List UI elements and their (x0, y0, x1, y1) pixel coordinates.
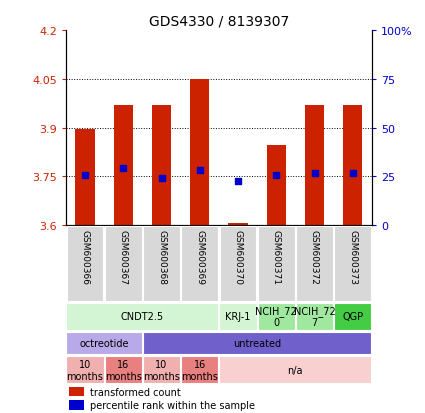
Bar (69, 400, 84, 410)
FancyBboxPatch shape (220, 226, 256, 301)
Bar (152, 106, 171, 225)
Text: NCIH_72
0: NCIH_72 0 (255, 305, 297, 328)
FancyBboxPatch shape (296, 226, 333, 301)
Text: octreotide: octreotide (79, 338, 129, 348)
Text: 10
months: 10 months (67, 359, 103, 381)
Bar (113, 106, 133, 225)
Text: percentile rank within the sample: percentile rank within the sample (91, 400, 255, 410)
FancyBboxPatch shape (105, 226, 142, 301)
FancyBboxPatch shape (66, 332, 142, 354)
Text: transformed count: transformed count (91, 387, 181, 397)
FancyBboxPatch shape (219, 356, 371, 383)
Bar (190, 80, 209, 225)
Bar (343, 106, 362, 225)
Text: 10
months: 10 months (143, 359, 180, 381)
FancyBboxPatch shape (181, 226, 218, 301)
Text: GSM600372: GSM600372 (310, 229, 319, 284)
Text: GSM600370: GSM600370 (233, 229, 243, 284)
Text: GSM600368: GSM600368 (157, 229, 166, 284)
Text: QGP: QGP (342, 311, 363, 321)
FancyBboxPatch shape (143, 332, 371, 354)
Text: 16
months: 16 months (181, 359, 218, 381)
Text: NCIH_72
7: NCIH_72 7 (294, 305, 335, 328)
FancyBboxPatch shape (219, 303, 257, 330)
FancyBboxPatch shape (66, 356, 104, 383)
Text: KRJ-1: KRJ-1 (225, 311, 251, 321)
FancyBboxPatch shape (67, 226, 103, 301)
Text: 16
months: 16 months (105, 359, 142, 381)
FancyBboxPatch shape (334, 226, 371, 301)
Bar (229, 224, 247, 225)
FancyBboxPatch shape (334, 303, 371, 330)
FancyBboxPatch shape (181, 356, 218, 383)
FancyBboxPatch shape (258, 226, 295, 301)
Bar (69, 387, 84, 396)
Text: n/a: n/a (288, 365, 303, 375)
Text: untreated: untreated (233, 338, 281, 348)
Text: GSM600367: GSM600367 (119, 229, 128, 284)
FancyBboxPatch shape (143, 356, 180, 383)
Bar (76, 130, 94, 225)
FancyBboxPatch shape (105, 356, 142, 383)
Bar (305, 106, 324, 225)
FancyBboxPatch shape (143, 226, 180, 301)
Text: GSM600369: GSM600369 (195, 229, 204, 284)
Text: GSM600373: GSM600373 (348, 229, 357, 284)
Text: GSM600371: GSM600371 (272, 229, 281, 284)
FancyBboxPatch shape (296, 303, 333, 330)
Text: CNDT2.5: CNDT2.5 (121, 311, 164, 321)
FancyBboxPatch shape (66, 303, 218, 330)
Text: GSM600366: GSM600366 (80, 229, 90, 284)
FancyBboxPatch shape (258, 303, 295, 330)
Bar (267, 146, 286, 225)
Title: GDS4330 / 8139307: GDS4330 / 8139307 (149, 14, 289, 28)
